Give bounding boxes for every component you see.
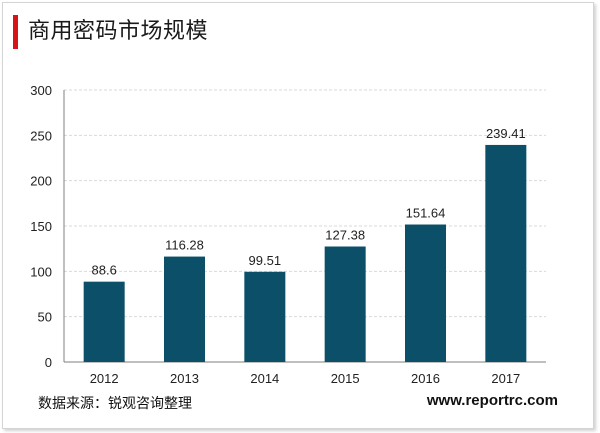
bar xyxy=(244,271,286,362)
data-label: 127.38 xyxy=(325,228,365,243)
x-tick-label: 2012 xyxy=(90,371,119,386)
x-tick-label: 2013 xyxy=(170,371,199,386)
y-tick-label: 300 xyxy=(30,83,52,98)
page-title: 商用密码市场规模 xyxy=(28,19,209,44)
data-source: 数据来源：锐观咨询整理 xyxy=(38,396,192,412)
y-tick-label: 150 xyxy=(30,219,52,234)
data-label: 116.28 xyxy=(165,238,204,253)
data-label: 99.51 xyxy=(249,253,282,268)
x-tick-label: 2016 xyxy=(411,371,440,386)
bar xyxy=(324,246,366,362)
x-tick-label: 2015 xyxy=(331,371,360,386)
bar xyxy=(83,281,125,362)
title-accent-bar xyxy=(13,15,18,49)
data-label: 151.64 xyxy=(406,206,446,221)
data-label: 88.6 xyxy=(92,263,117,278)
x-tick-label: 2014 xyxy=(250,371,279,386)
bar xyxy=(485,144,527,362)
y-tick-label: 200 xyxy=(30,174,52,189)
y-tick-label: 0 xyxy=(45,355,52,370)
bar xyxy=(405,224,446,362)
x-tick-label: 2017 xyxy=(491,371,520,386)
data-label: 239.41 xyxy=(486,126,526,141)
bar xyxy=(164,256,205,362)
y-tick-label: 250 xyxy=(30,128,52,143)
y-tick-label: 50 xyxy=(38,310,52,325)
website-link[interactable]: www.reportrc.com xyxy=(426,392,558,409)
y-tick-label: 100 xyxy=(30,264,52,279)
